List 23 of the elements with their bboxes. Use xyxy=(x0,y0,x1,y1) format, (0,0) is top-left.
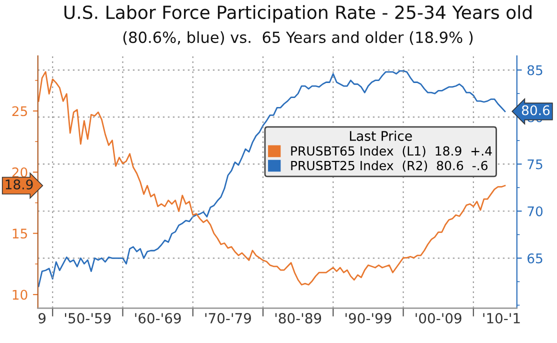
chart-title: U.S. Labor Force Participation Rate - 25-34 Years old xyxy=(64,5,532,23)
y-tick-label: 25 xyxy=(12,106,27,116)
x-tick-label: '10-'1 xyxy=(483,312,520,324)
legend-label: PRUSBT25 Index (R2) 80.6 -.6 xyxy=(291,160,488,172)
y2-tick-label: 70 xyxy=(528,206,543,216)
y-tick-label: 10 xyxy=(12,290,28,300)
x-tick-label: '00-'09 xyxy=(416,312,462,324)
chart-subtitle: (80.6%, blue) vs. 65 Years and older (18.9% ) xyxy=(123,31,473,45)
x-tick-label: 9 xyxy=(38,312,46,324)
y2-tick-label: 75 xyxy=(528,159,542,170)
x-tick-label: '90-'99 xyxy=(346,312,392,324)
x-tick-label: '80-'89 xyxy=(275,312,322,324)
y-tick-label: 20 xyxy=(12,167,28,178)
y-tick-label: 15 xyxy=(12,228,27,239)
text: 18.9 xyxy=(6,179,33,190)
y2-tick-label: 85 xyxy=(528,65,542,76)
text: 80.6 xyxy=(522,105,550,116)
x-tick-label: '50-'59 xyxy=(65,312,111,324)
x-tick-label: '60-'69 xyxy=(135,312,181,324)
legend-title: Last Price xyxy=(350,130,412,141)
x-tick-label: '70-'79 xyxy=(205,312,251,324)
legend-label: PRUSBT65 Index (L1) 18.9 +.4 xyxy=(291,146,492,158)
y2-tick-label: 65 xyxy=(528,253,542,264)
